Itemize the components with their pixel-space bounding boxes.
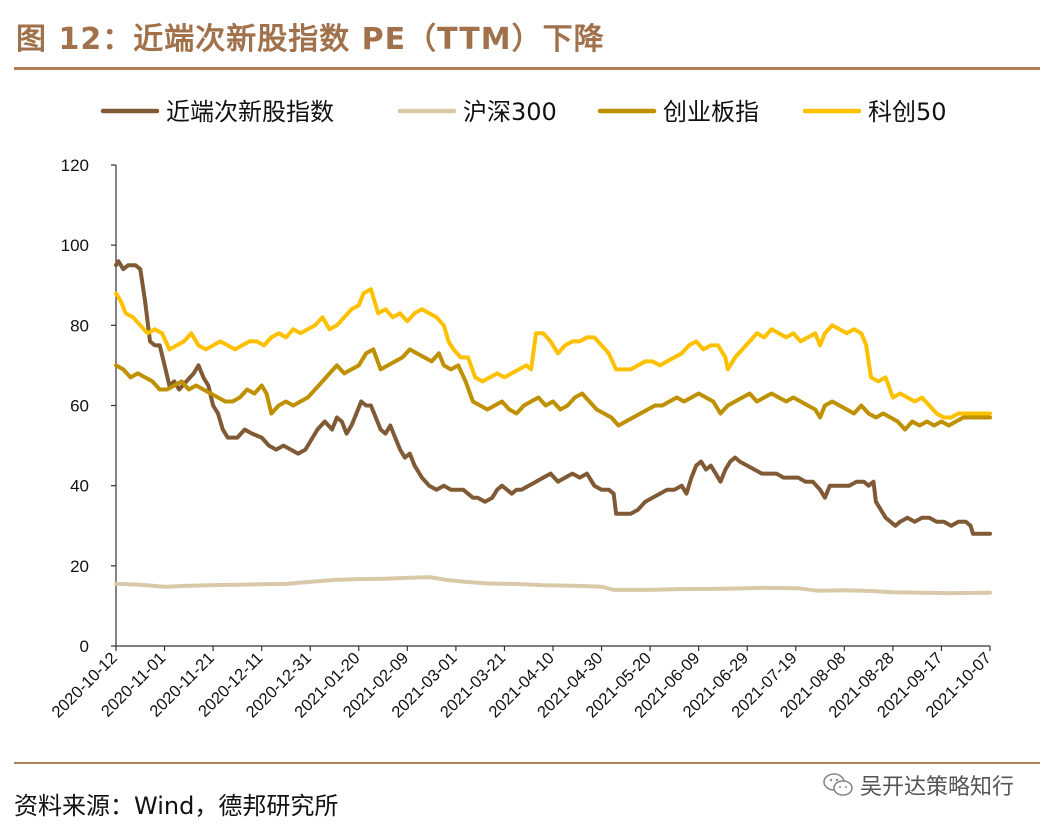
y-tick-label: 0 bbox=[80, 637, 89, 656]
line-chart: 近端次新股指数 沪深300 创业板指 科创50 0 20 40 60 80 100 120 202… bbox=[48, 98, 995, 722]
y-tick-label: 40 bbox=[70, 477, 89, 496]
y-tick-label: 120 bbox=[61, 156, 89, 175]
series-line-4 bbox=[114, 287, 992, 420]
figure-title: 图 12：近端次新股指数 PE（TTM）下降 bbox=[16, 22, 605, 57]
legend-label-4: 科创50 bbox=[868, 98, 947, 126]
wechat-icon bbox=[823, 773, 853, 796]
series-line-2 bbox=[114, 575, 992, 596]
series-line-3 bbox=[114, 347, 992, 432]
title-rule bbox=[14, 67, 1040, 70]
y-axis: 0 20 40 60 80 100 120 bbox=[61, 156, 117, 656]
watermark-text: 吴开达策略知行 bbox=[860, 775, 1015, 800]
source-rule bbox=[14, 762, 1040, 764]
source-note: 资料来源：Wind，德邦研究所 bbox=[14, 792, 339, 820]
series-line-1 bbox=[114, 259, 992, 536]
legend-label-3: 创业板指 bbox=[663, 98, 759, 126]
y-tick-label: 60 bbox=[70, 397, 89, 416]
x-axis: 2020-10-122020-11-012020-11-212020-12-11… bbox=[48, 645, 995, 722]
chart-legend: 近端次新股指数 沪深300 创业板指 科创50 bbox=[100, 98, 947, 126]
y-tick-label: 80 bbox=[70, 316, 89, 335]
series-group bbox=[114, 259, 992, 596]
y-tick-label: 20 bbox=[70, 557, 89, 576]
y-tick-label: 100 bbox=[61, 236, 89, 255]
watermark: 吴开达策略知行 bbox=[822, 768, 1014, 802]
legend-label-2: 沪深300 bbox=[463, 98, 557, 126]
legend-label-1: 近端次新股指数 bbox=[166, 98, 334, 126]
